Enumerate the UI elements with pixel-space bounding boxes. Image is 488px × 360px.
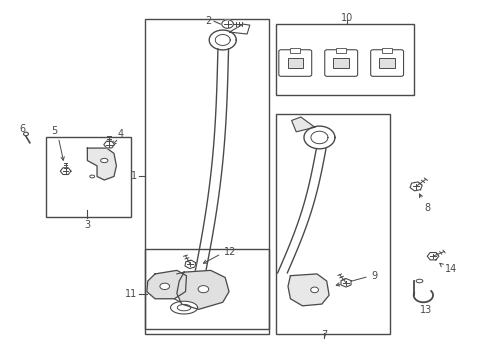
- Polygon shape: [87, 148, 116, 180]
- Text: 9: 9: [370, 271, 377, 281]
- Bar: [290, 48, 300, 53]
- Polygon shape: [215, 35, 230, 45]
- Bar: [336, 48, 346, 53]
- Bar: [382, 48, 391, 53]
- Ellipse shape: [310, 287, 318, 293]
- Text: 10: 10: [340, 13, 352, 23]
- Polygon shape: [103, 141, 114, 148]
- Polygon shape: [304, 126, 334, 149]
- Polygon shape: [170, 301, 197, 314]
- Text: 13: 13: [419, 305, 431, 315]
- Ellipse shape: [415, 279, 422, 283]
- Text: 12: 12: [223, 247, 236, 257]
- Text: 7: 7: [321, 330, 327, 340]
- Polygon shape: [427, 252, 438, 260]
- Text: 5: 5: [51, 126, 58, 136]
- Text: 6: 6: [19, 123, 25, 134]
- Ellipse shape: [23, 132, 28, 136]
- Bar: [333, 58, 348, 68]
- Text: 3: 3: [84, 220, 90, 230]
- Polygon shape: [222, 20, 233, 28]
- Polygon shape: [310, 131, 327, 144]
- Bar: [145, 249, 268, 334]
- Polygon shape: [209, 30, 236, 50]
- Ellipse shape: [101, 158, 108, 163]
- Ellipse shape: [90, 175, 95, 178]
- Polygon shape: [177, 270, 228, 309]
- Bar: [145, 19, 268, 329]
- Bar: [275, 114, 389, 334]
- Text: 4: 4: [117, 129, 123, 139]
- FancyBboxPatch shape: [278, 50, 311, 76]
- Bar: [287, 58, 303, 68]
- Text: 11: 11: [124, 289, 137, 299]
- Bar: [46, 138, 131, 217]
- Text: 1: 1: [131, 171, 137, 181]
- Text: 2: 2: [205, 16, 211, 26]
- Bar: [275, 24, 413, 95]
- Ellipse shape: [198, 285, 208, 293]
- FancyBboxPatch shape: [324, 50, 357, 76]
- Polygon shape: [146, 270, 186, 299]
- FancyBboxPatch shape: [370, 50, 403, 76]
- Polygon shape: [340, 279, 350, 287]
- Text: 14: 14: [444, 264, 456, 274]
- Ellipse shape: [160, 283, 169, 289]
- Polygon shape: [291, 117, 314, 132]
- Polygon shape: [409, 182, 421, 191]
- Polygon shape: [287, 274, 328, 306]
- Text: 8: 8: [423, 203, 429, 213]
- Bar: [379, 58, 394, 68]
- Polygon shape: [60, 168, 71, 175]
- Polygon shape: [184, 260, 195, 269]
